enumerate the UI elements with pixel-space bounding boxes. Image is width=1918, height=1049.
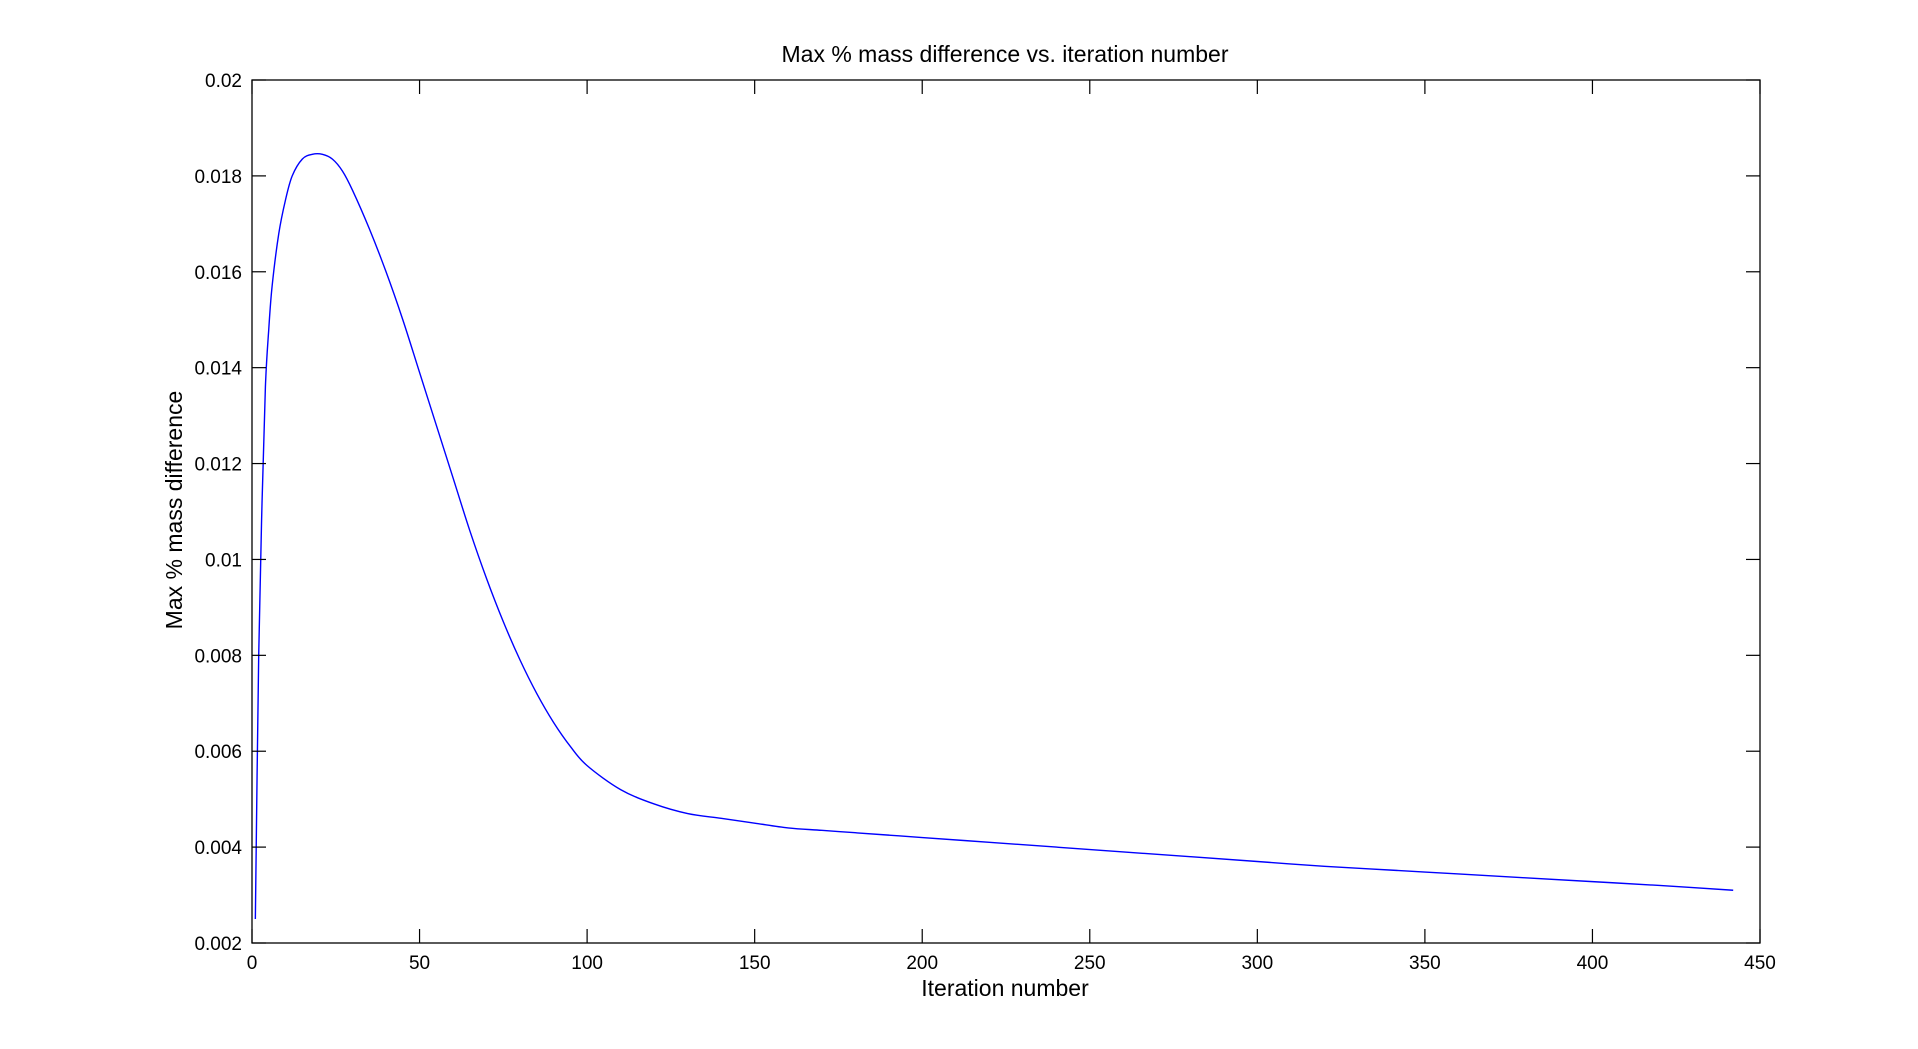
x-tick-label: 150	[739, 953, 771, 974]
y-tick-label: 0.012	[194, 455, 242, 476]
y-axis-title: Max % mass difference	[161, 391, 187, 630]
x-tick-label: 450	[1744, 953, 1776, 974]
plot-area-frame	[251, 79, 1761, 944]
tick-layer: 0 50 100 150 200 250 300 350 400 450 0.002 0.004 0.0…	[194, 71, 1775, 974]
y-tick-label: 0.01	[205, 550, 242, 571]
y-tick-label: 0.002	[194, 934, 242, 955]
x-tick-label: 100	[571, 953, 603, 974]
y-tick-label: 0.016	[194, 263, 242, 284]
y-tick-label: 0.02	[205, 71, 242, 92]
axes-layer	[251, 79, 1761, 944]
y-tick-label: 0.004	[194, 838, 242, 859]
y-tick-label: 0.008	[194, 646, 242, 667]
y-tick-label: 0.014	[194, 359, 242, 380]
x-tick-label: 400	[1577, 953, 1609, 974]
x-tick-label: 250	[1074, 953, 1106, 974]
chart-title: Max % mass difference vs. iteration numb…	[782, 41, 1229, 67]
plot-layer	[254, 153, 1734, 920]
x-axis-title: Iteration number	[921, 975, 1089, 1001]
y-tick-label: 0.006	[194, 742, 242, 763]
x-tick-label: 0	[247, 953, 258, 974]
x-tick-label: 50	[409, 953, 430, 974]
x-tick-label: 350	[1409, 953, 1441, 974]
x-tick-label: 200	[906, 953, 938, 974]
y-tick-label: 0.018	[194, 167, 242, 188]
x-tick-label: 300	[1241, 953, 1273, 974]
series-line-0	[254, 153, 1734, 920]
